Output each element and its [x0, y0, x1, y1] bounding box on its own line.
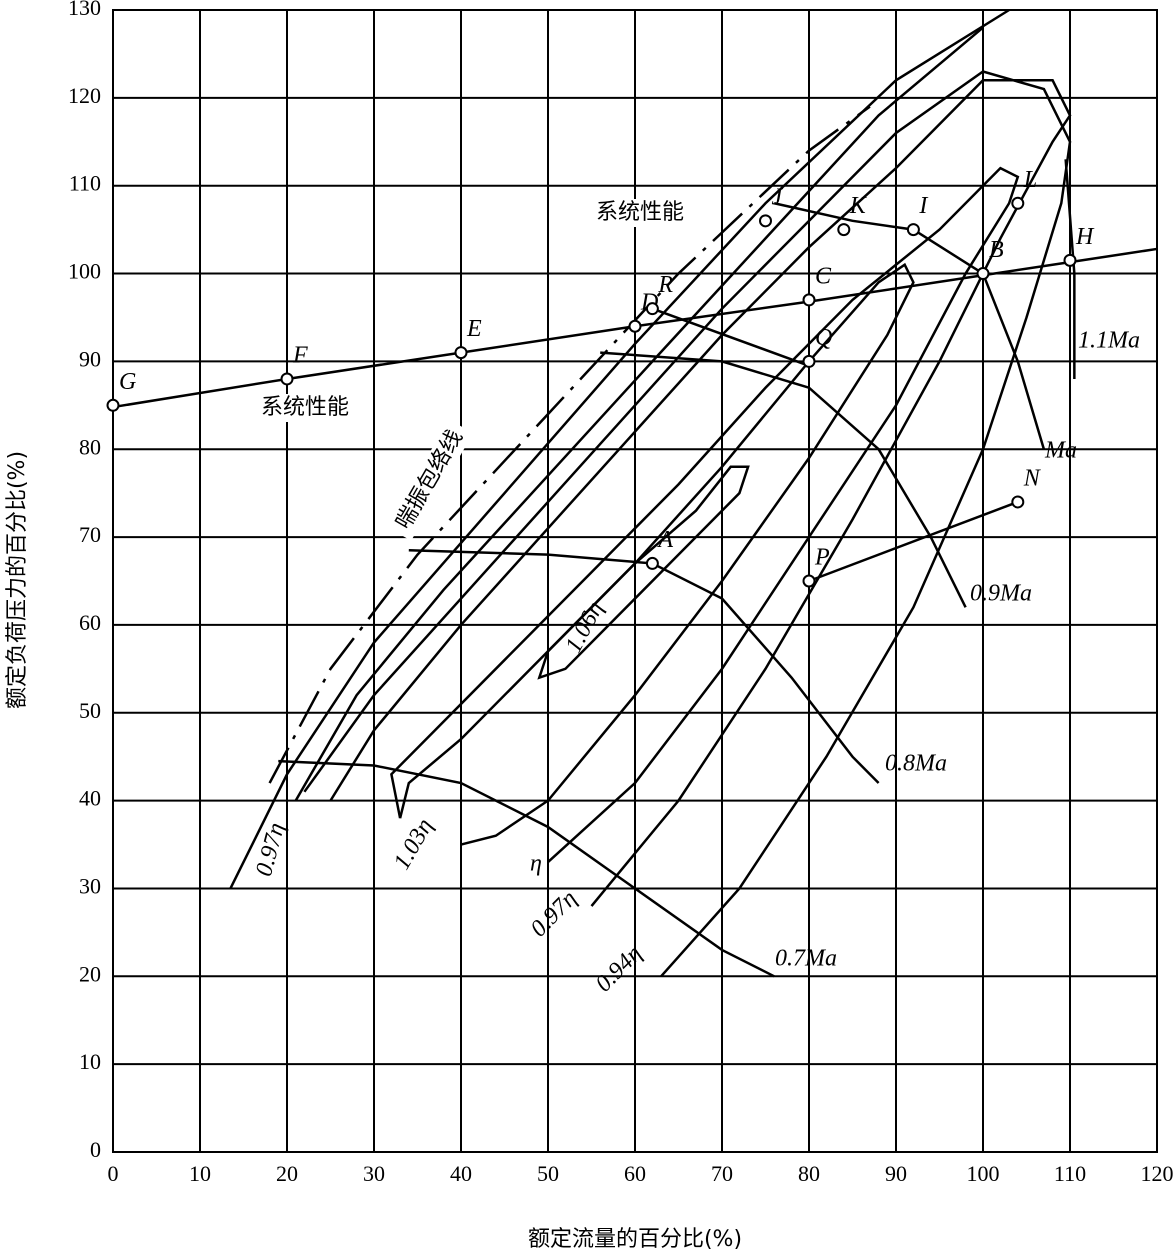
x-tick-label: 90	[885, 1161, 907, 1186]
curve-label: 1.03η	[389, 814, 438, 874]
curve	[651, 307, 810, 367]
point	[759, 214, 772, 228]
point	[628, 319, 642, 333]
point-label: B	[989, 237, 1004, 263]
y-tick-label: 0	[90, 1137, 101, 1162]
point	[454, 346, 468, 360]
annotation: 系统性能	[596, 200, 684, 225]
curve-label: Ma	[1044, 438, 1077, 464]
annotation-bg	[578, 199, 702, 227]
point	[1011, 495, 1025, 509]
x-tick-label: 100	[967, 1161, 1000, 1186]
curve	[268, 105, 871, 784]
curve-label: 0.9Ma	[970, 581, 1032, 607]
curve	[112, 247, 1158, 409]
x-tick-label: 40	[450, 1161, 472, 1186]
y-tick-label: 110	[69, 171, 101, 196]
point-label: J	[772, 184, 784, 210]
x-tick-label: 110	[1054, 1161, 1086, 1186]
point	[802, 574, 816, 588]
point	[106, 398, 120, 412]
point	[837, 223, 851, 237]
point-label: I	[918, 193, 928, 219]
annotation-bg	[243, 394, 367, 422]
curve-label: 1.1Ma	[1078, 328, 1140, 354]
x-tick-label: 60	[624, 1161, 646, 1186]
point-label: Q	[815, 325, 832, 351]
x-tick-label: 80	[798, 1161, 820, 1186]
point-label: R	[657, 272, 673, 298]
point-label: A	[656, 527, 673, 553]
y-tick-label: 40	[79, 786, 101, 811]
y-axis-title: 额定负荷压力的百分比(%)	[5, 451, 30, 709]
curve	[278, 759, 775, 978]
curve-label: 0.7Ma	[775, 946, 837, 972]
curve	[600, 351, 967, 608]
point	[906, 223, 920, 237]
x-tick-label: 20	[276, 1161, 298, 1186]
x-tick-label: 10	[189, 1161, 211, 1186]
point-label: E	[466, 316, 482, 342]
y-tick-label: 30	[79, 874, 101, 899]
x-axis-title: 额定流量的百分比(%)	[528, 1227, 742, 1252]
x-tick-label: 0	[108, 1161, 119, 1186]
point-label: C	[815, 263, 832, 289]
point	[802, 293, 816, 307]
point	[976, 267, 990, 281]
curve	[303, 70, 1072, 978]
point	[1011, 196, 1025, 210]
point	[645, 302, 659, 316]
point-label: K	[849, 193, 868, 219]
x-tick-label: 50	[537, 1161, 559, 1186]
point	[645, 556, 659, 570]
x-tick-label: 120	[1141, 1161, 1174, 1186]
curve	[408, 549, 880, 784]
x-tick-label: 30	[363, 1161, 385, 1186]
point	[280, 372, 294, 386]
y-tick-label: 100	[68, 259, 101, 284]
annotation: 系统性能	[261, 395, 349, 420]
curve	[390, 166, 1020, 864]
point-label: L	[1023, 167, 1037, 193]
y-tick-label: 10	[79, 1049, 101, 1074]
curve-label: η	[530, 851, 542, 877]
y-tick-label: 70	[79, 522, 101, 547]
curve	[808, 500, 1019, 583]
annotation: 喘振包络线	[391, 426, 468, 534]
point-label: P	[814, 545, 830, 571]
x-tick-label: 70	[711, 1161, 733, 1186]
curve-label: 0.94η	[591, 941, 648, 998]
point-label: F	[292, 342, 308, 368]
curve-label: 1.06η	[561, 597, 609, 657]
curve-label: 0.8Ma	[885, 751, 947, 777]
curve	[773, 202, 1046, 450]
curve-label: 0.97η	[526, 886, 583, 943]
plot-frame	[112, 9, 1158, 1153]
point	[802, 354, 816, 368]
y-tick-label: 20	[79, 961, 101, 986]
curve	[537, 465, 750, 680]
curve	[1064, 159, 1076, 379]
y-tick-label: 50	[79, 698, 101, 723]
y-tick-label: 90	[79, 346, 101, 371]
annotation-bg	[386, 419, 474, 541]
curve	[229, 8, 1010, 890]
point	[1063, 253, 1077, 267]
y-tick-label: 130	[68, 0, 101, 20]
curve	[398, 262, 915, 846]
point-label: N	[1023, 465, 1042, 491]
curve-label: 0.97η	[251, 820, 290, 879]
y-tick-label: 60	[79, 610, 101, 635]
y-tick-label: 120	[68, 83, 101, 108]
curve	[294, 26, 984, 802]
point-label: H	[1075, 224, 1095, 250]
y-tick-label: 80	[79, 434, 101, 459]
point-label: G	[119, 369, 136, 395]
